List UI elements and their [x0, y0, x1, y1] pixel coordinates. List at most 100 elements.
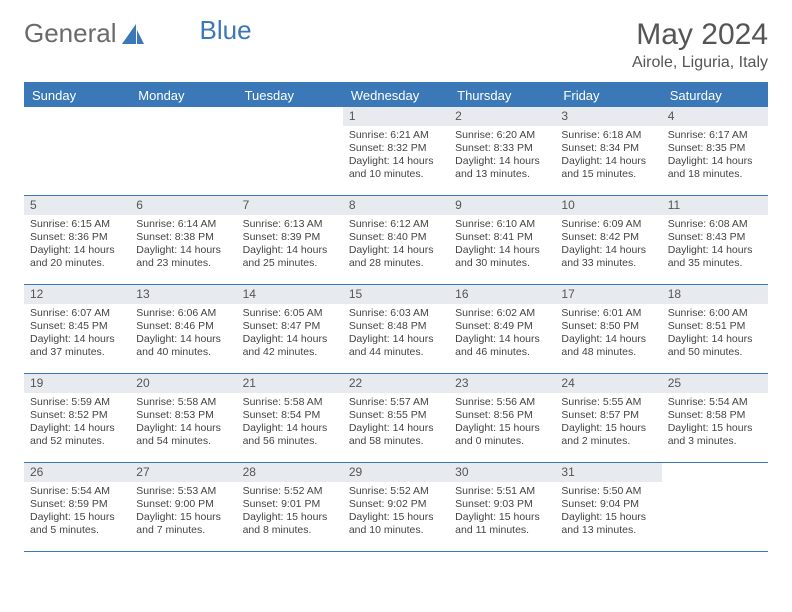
sunrise-text: Sunrise: 5:59 AM: [30, 396, 124, 409]
day-number: 24: [555, 374, 661, 393]
day-number: 26: [24, 463, 130, 482]
week-row: 12Sunrise: 6:07 AMSunset: 8:45 PMDayligh…: [24, 285, 768, 374]
day-number: 7: [237, 196, 343, 215]
sunset-text: Sunset: 8:54 PM: [243, 409, 337, 422]
day-number: 17: [555, 285, 661, 304]
daylight-text: Daylight: 14 hours and 52 minutes.: [30, 422, 124, 448]
calendar: Sunday Monday Tuesday Wednesday Thursday…: [24, 82, 768, 552]
month-title: May 2024: [632, 18, 768, 52]
day-number: 13: [130, 285, 236, 304]
day-number: 19: [24, 374, 130, 393]
sunset-text: Sunset: 9:00 PM: [136, 498, 230, 511]
day-cell: 25Sunrise: 5:54 AMSunset: 8:58 PMDayligh…: [662, 374, 768, 462]
day-cell: 12Sunrise: 6:07 AMSunset: 8:45 PMDayligh…: [24, 285, 130, 373]
daylight-text: Daylight: 14 hours and 42 minutes.: [243, 333, 337, 359]
sunrise-text: Sunrise: 5:57 AM: [349, 396, 443, 409]
day-cell: 8Sunrise: 6:12 AMSunset: 8:40 PMDaylight…: [343, 196, 449, 284]
dayhead-sat: Saturday: [662, 84, 768, 107]
daylight-text: Daylight: 14 hours and 50 minutes.: [668, 333, 762, 359]
sunrise-text: Sunrise: 6:13 AM: [243, 218, 337, 231]
day-number: 3: [555, 107, 661, 126]
logo-text-1: General: [24, 18, 117, 49]
sunrise-text: Sunrise: 5:52 AM: [349, 485, 443, 498]
day-number: 30: [449, 463, 555, 482]
sunset-text: Sunset: 9:02 PM: [349, 498, 443, 511]
day-cell: 11Sunrise: 6:08 AMSunset: 8:43 PMDayligh…: [662, 196, 768, 284]
daylight-text: Daylight: 15 hours and 3 minutes.: [668, 422, 762, 448]
sunset-text: Sunset: 8:52 PM: [30, 409, 124, 422]
sunset-text: Sunset: 8:41 PM: [455, 231, 549, 244]
sunrise-text: Sunrise: 6:15 AM: [30, 218, 124, 231]
daylight-text: Daylight: 14 hours and 25 minutes.: [243, 244, 337, 270]
sunset-text: Sunset: 8:42 PM: [561, 231, 655, 244]
day-number: 21: [237, 374, 343, 393]
logo-text-2: Blue: [200, 15, 252, 46]
sunrise-text: Sunrise: 6:12 AM: [349, 218, 443, 231]
daylight-text: Daylight: 15 hours and 5 minutes.: [30, 511, 124, 537]
sunset-text: Sunset: 8:35 PM: [668, 142, 762, 155]
day-cell: 19 Sunrise: 5:59 AMSunset: 8:52 PMDayligh…: [24, 374, 130, 462]
day-cell: 31Sunrise: 5:50 AMSunset: 9:04 PMDayligh…: [555, 463, 661, 551]
daylight-text: Daylight: 14 hours and 35 minutes.: [668, 244, 762, 270]
day-cell: 4Sunrise: 6:17 AMSunset: 8:35 PMDaylight…: [662, 107, 768, 195]
day-header-row: Sunday Monday Tuesday Wednesday Thursday…: [24, 84, 768, 107]
sunrise-text: Sunrise: 5:50 AM: [561, 485, 655, 498]
daylight-text: Daylight: 14 hours and 10 minutes.: [349, 155, 443, 181]
dayhead-tue: Tuesday: [237, 84, 343, 107]
day-number: 11: [662, 196, 768, 215]
day-cell: 26Sunrise: 5:54 AMSunset: 8:59 PMDayligh…: [24, 463, 130, 551]
day-number: 14: [237, 285, 343, 304]
sunrise-text: Sunrise: 6:21 AM: [349, 129, 443, 142]
daylight-text: Daylight: 14 hours and 23 minutes.: [136, 244, 230, 270]
daylight-text: Daylight: 14 hours and 20 minutes.: [30, 244, 124, 270]
day-number: 12: [24, 285, 130, 304]
weeks-container: 1Sunrise: 6:21 AMSunset: 8:32 PMDaylight…: [24, 107, 768, 552]
week-row: 26Sunrise: 5:54 AMSunset: 8:59 PMDayligh…: [24, 463, 768, 552]
sunrise-text: Sunrise: 6:00 AM: [668, 307, 762, 320]
sunrise-text: Sunrise: 6:20 AM: [455, 129, 549, 142]
sunset-text: Sunset: 8:57 PM: [561, 409, 655, 422]
sunrise-text: Sunrise: 6:07 AM: [30, 307, 124, 320]
title-block: May 2024 Airole, Liguria, Italy: [632, 18, 768, 72]
sunset-text: Sunset: 8:55 PM: [349, 409, 443, 422]
day-cell: 5Sunrise: 6:15 AMSunset: 8:36 PMDaylight…: [24, 196, 130, 284]
day-number: 20: [130, 374, 236, 393]
sunset-text: Sunset: 8:38 PM: [136, 231, 230, 244]
dayhead-mon: Monday: [130, 84, 236, 107]
daylight-text: Daylight: 14 hours and 18 minutes.: [668, 155, 762, 181]
daylight-text: Daylight: 14 hours and 33 minutes.: [561, 244, 655, 270]
day-number: 22: [343, 374, 449, 393]
day-number: 8: [343, 196, 449, 215]
day-cell: 21Sunrise: 5:58 AMSunset: 8:54 PMDayligh…: [237, 374, 343, 462]
logo-sail-icon: [122, 24, 144, 44]
sunset-text: Sunset: 8:51 PM: [668, 320, 762, 333]
sunset-text: Sunset: 8:53 PM: [136, 409, 230, 422]
sunset-text: Sunset: 8:34 PM: [561, 142, 655, 155]
sunset-text: Sunset: 8:46 PM: [136, 320, 230, 333]
day-number: 25: [662, 374, 768, 393]
day-number: 18: [662, 285, 768, 304]
sunrise-text: Sunrise: 6:14 AM: [136, 218, 230, 231]
day-cell: [662, 463, 768, 551]
sunset-text: Sunset: 9:03 PM: [455, 498, 549, 511]
daylight-text: Daylight: 14 hours and 30 minutes.: [455, 244, 549, 270]
sunrise-text: Sunrise: 6:02 AM: [455, 307, 549, 320]
day-cell: 18 Sunrise: 6:00 AMSunset: 8:51 PMDayligh…: [662, 285, 768, 373]
sunrise-text: Sunrise: 5:53 AM: [136, 485, 230, 498]
day-cell: 17Sunrise: 6:01 AMSunset: 8:50 PMDayligh…: [555, 285, 661, 373]
sunrise-text: Sunrise: 6:03 AM: [349, 307, 443, 320]
day-cell: 7 Sunrise: 6:13 AMSunset: 8:39 PMDaylight…: [237, 196, 343, 284]
sunrise-text: Sunrise: 5:54 AM: [30, 485, 124, 498]
daylight-text: Daylight: 14 hours and 58 minutes.: [349, 422, 443, 448]
daylight-text: Daylight: 14 hours and 44 minutes.: [349, 333, 443, 359]
day-cell: 24Sunrise: 5:55 AMSunset: 8:57 PMDayligh…: [555, 374, 661, 462]
sunrise-text: Sunrise: 5:52 AM: [243, 485, 337, 498]
day-number: 10: [555, 196, 661, 215]
daylight-text: Daylight: 15 hours and 8 minutes.: [243, 511, 337, 537]
week-row: 19Sunrise: 5:59 AMSunset: 8:52 PMDayligh…: [24, 374, 768, 463]
sunrise-text: Sunrise: 5:56 AM: [455, 396, 549, 409]
day-cell: 2Sunrise: 6:20 AMSunset: 8:33 PMDaylight…: [449, 107, 555, 195]
sunset-text: Sunset: 8:39 PM: [243, 231, 337, 244]
day-number: 31: [555, 463, 661, 482]
daylight-text: Daylight: 14 hours and 48 minutes.: [561, 333, 655, 359]
